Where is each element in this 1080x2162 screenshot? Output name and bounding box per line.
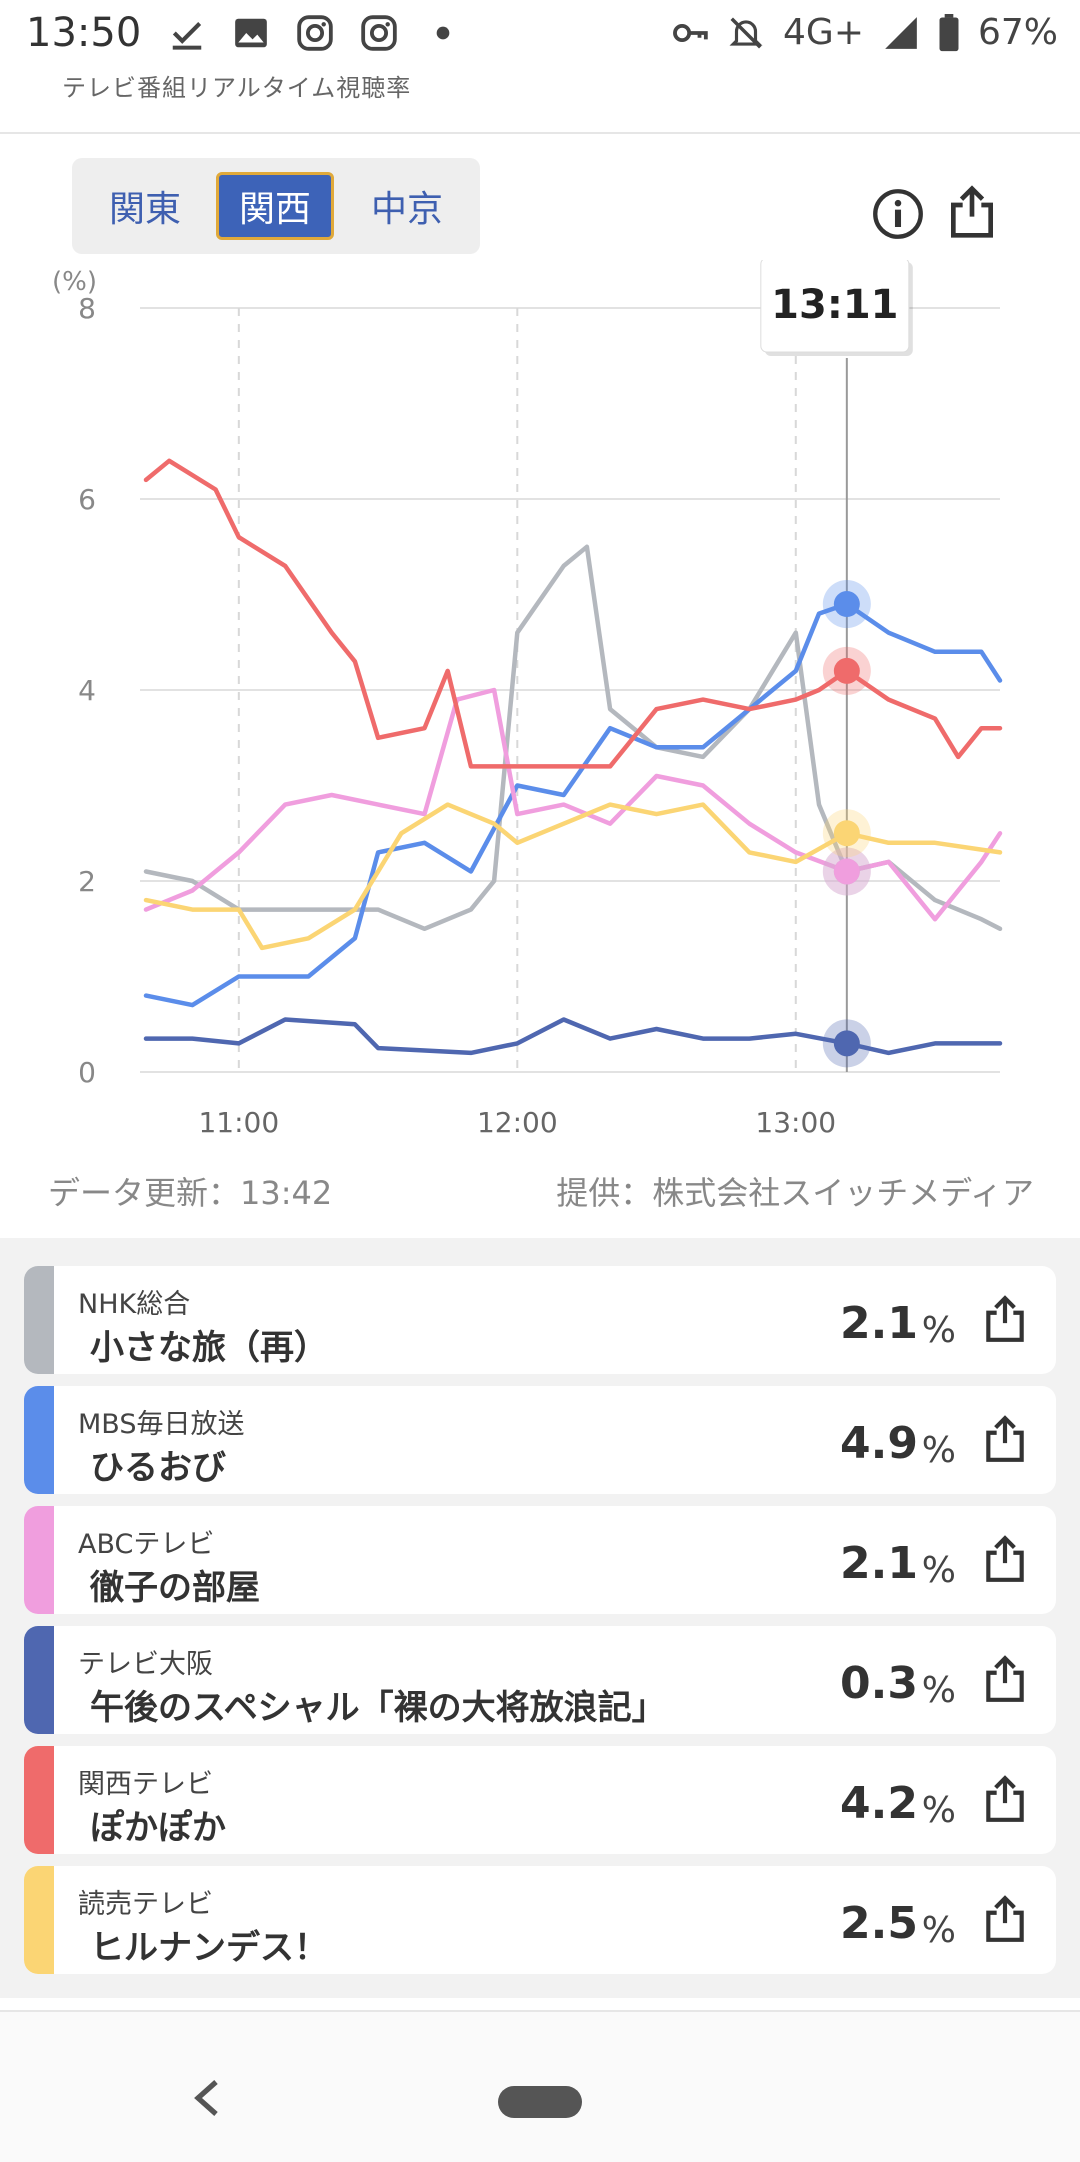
divider — [0, 132, 1080, 134]
instagram-icon — [361, 15, 397, 51]
provider-label: 提供：株式会社スイッチメディア — [556, 1174, 1034, 1212]
data-updated-label: データ更新：13:42 — [48, 1174, 333, 1212]
marker-abc — [833, 858, 860, 885]
rating-unit: % — [921, 1790, 956, 1831]
x-tick-label: 11:00 — [198, 1106, 279, 1139]
rating-unit: % — [921, 1430, 956, 1471]
region-tab-chukyo[interactable]: 中京 — [370, 189, 443, 230]
program-title: ぽかぽか — [90, 1808, 226, 1848]
share-icon[interactable] — [980, 1774, 1030, 1824]
image-icon — [235, 18, 267, 48]
battery-icon — [939, 13, 959, 51]
region-selector: 関東 関西 中京 — [72, 158, 480, 254]
channel-card-nhk[interactable]: NHK総合小さな旅（再） 2.1% — [24, 1266, 1056, 1374]
region-tab-kanto[interactable]: 関東 — [108, 189, 181, 230]
share-icon[interactable] — [980, 1654, 1030, 1704]
navigation-bar — [0, 2010, 1080, 2162]
back-icon[interactable] — [192, 2078, 222, 2118]
channel-card-ytv[interactable]: 読売テレビヒルナンデス！ 2.5% — [24, 1866, 1056, 1974]
battery-label: 67% — [977, 12, 1058, 53]
key-icon — [673, 23, 708, 42]
marker-mbs — [833, 591, 860, 618]
marker-ytv — [833, 820, 860, 847]
channel-name: NHK総合 — [78, 1289, 191, 1320]
marker-tvo — [833, 1030, 860, 1057]
series-line-ytv — [143, 802, 1003, 951]
y-tick-label: 2 — [78, 865, 96, 898]
channel-card-abc[interactable]: ABCテレビ徹子の部屋 2.1% — [24, 1506, 1056, 1614]
channel-color-stripe — [24, 1746, 54, 1854]
x-tick-label: 13:00 — [755, 1106, 836, 1139]
status-bar: 13:50 4G+ 67% — [0, 0, 1080, 70]
channel-name: 読売テレビ — [78, 1889, 213, 1920]
y-axis-label: (%) — [52, 267, 97, 297]
program-title: 徹子の部屋 — [90, 1568, 260, 1608]
share-icon[interactable] — [980, 1894, 1030, 1944]
y-tick-label: 0 — [78, 1056, 96, 1089]
channel-card-ktv[interactable]: 関西テレビぽかぽか 4.2% — [24, 1746, 1056, 1854]
home-pill[interactable] — [498, 2086, 582, 2118]
channel-color-stripe — [24, 1506, 54, 1614]
series-line-abc — [143, 687, 1003, 922]
channel-name: 関西テレビ — [78, 1769, 213, 1800]
dot-icon — [436, 26, 450, 40]
program-title: ひるおび — [90, 1448, 226, 1488]
rating-value: 2.5 — [840, 1898, 918, 1949]
y-tick-label: 8 — [78, 292, 96, 325]
share-icon[interactable] — [980, 1414, 1030, 1464]
rating-chart[interactable]: (%) 0 2 4 6 8 11:00 12:00 13:00 13:11 — [0, 260, 1080, 1160]
x-tick-label: 12:00 — [477, 1106, 558, 1139]
program-title: 小さな旅（再） — [90, 1328, 328, 1368]
rating-unit: % — [921, 1550, 956, 1591]
rating-value: 4.9 — [840, 1418, 918, 1469]
rating-value: 2.1 — [840, 1538, 918, 1589]
program-title: ヒルナンデス！ — [90, 1928, 328, 1968]
app-title: テレビ番組リアルタイム視聴率 — [62, 74, 412, 102]
tooltip-box — [760, 260, 910, 353]
channel-color-stripe — [24, 1386, 54, 1494]
rating-value: 0.3 — [840, 1658, 918, 1709]
rating-unit: % — [921, 1910, 956, 1951]
info-icon[interactable] — [872, 188, 924, 240]
status-time: 13:50 — [26, 10, 142, 56]
share-icon[interactable] — [944, 184, 1000, 240]
channel-name: ABCテレビ — [78, 1529, 215, 1560]
network-label: 4G+ — [783, 12, 864, 53]
region-tab-kansai[interactable]: 関西 — [216, 172, 334, 240]
rating-unit: % — [921, 1670, 956, 1711]
program-title: 午後のスペシャル「裸の大将放浪記」 — [90, 1688, 666, 1728]
share-icon[interactable] — [980, 1534, 1030, 1584]
y-tick-label: 4 — [78, 674, 96, 707]
channel-color-stripe — [24, 1626, 54, 1734]
channel-name: テレビ大阪 — [78, 1649, 213, 1680]
channel-name: MBS毎日放送 — [78, 1409, 245, 1440]
rating-value: 2.1 — [840, 1298, 918, 1349]
channel-card-mbs[interactable]: MBS毎日放送ひるおび 4.9% — [24, 1386, 1056, 1494]
rating-unit: % — [921, 1310, 956, 1351]
instagram-icon — [297, 15, 333, 51]
series-line-ktv — [143, 458, 1003, 769]
channel-card-tvo[interactable]: テレビ大阪午後のスペシャル「裸の大将放浪記」 0.3% — [24, 1626, 1056, 1734]
series-line-tvo — [143, 1017, 1003, 1056]
share-icon[interactable] — [980, 1294, 1030, 1344]
channel-color-stripe — [24, 1266, 54, 1374]
series-line-nhk — [143, 544, 1003, 932]
tooltip-time: 13:11 — [771, 282, 898, 328]
rating-value: 4.2 — [840, 1778, 918, 1829]
bell-off-icon — [729, 17, 763, 48]
series-line-mbs — [143, 601, 1003, 1008]
marker-ktv — [833, 657, 860, 684]
channel-color-stripe — [24, 1866, 54, 1974]
check-download-icon — [172, 22, 202, 50]
y-tick-label: 6 — [78, 483, 96, 516]
signal-icon — [885, 16, 917, 49]
